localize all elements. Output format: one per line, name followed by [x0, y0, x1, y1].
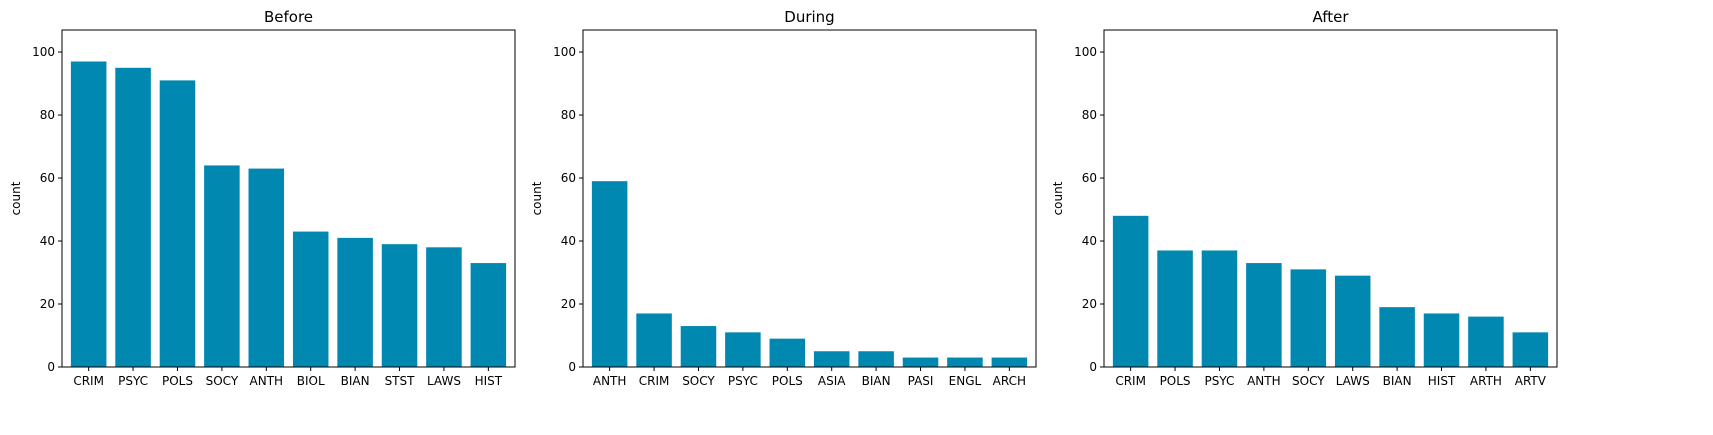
bar-engl [947, 357, 983, 367]
x-tick-label: BIAN [341, 374, 370, 388]
y-tick-label: 100 [32, 45, 55, 59]
bar-socy [204, 165, 240, 367]
x-tick-label: ARTH [1470, 374, 1502, 388]
x-tick-label: ARTV [1515, 374, 1547, 388]
y-tick-label: 20 [1082, 297, 1097, 311]
x-tick-label: POLS [1160, 374, 1191, 388]
chart-panel-2: During ANTH CRIM SOCY PSYC POLS ASIA BIAN PASI EN… [530, 8, 1037, 388]
y-tick-label: 0 [47, 360, 55, 374]
x-tick-label: ANTH [250, 374, 284, 388]
y-tick-label: 40 [1082, 234, 1097, 248]
x-tick-label: PSYC [1205, 374, 1235, 388]
bar-psyc [725, 332, 761, 367]
chart-panel-1: Before CRIM PSYC POLS SOCY ANTH BIOL BIAN STST LA… [9, 8, 516, 388]
bar-arch [991, 357, 1028, 367]
bar-hist [1423, 313, 1460, 367]
y-tick-label: 60 [40, 171, 55, 185]
chart-title: Before [264, 8, 313, 26]
bar-biol [292, 231, 329, 367]
bar-stst [381, 244, 418, 367]
chart-title: After [1312, 8, 1349, 26]
bar-anth [1246, 263, 1282, 367]
x-tick-label: PSYC [118, 374, 148, 388]
y-axis-label: count [9, 181, 23, 215]
x-tick-label: ENGL [949, 374, 982, 388]
x-tick-label: SOCY [682, 374, 715, 388]
y-tick-label: 0 [568, 360, 576, 374]
y-tick-label: 80 [40, 108, 55, 122]
bar-pols [1157, 250, 1193, 367]
bar-crim [1112, 215, 1149, 367]
x-tick-label: POLS [772, 374, 803, 388]
bar-pasi [902, 357, 939, 367]
plot-frame [1103, 29, 1558, 368]
chart-title: During [784, 8, 834, 26]
bar-artv [1512, 332, 1549, 367]
y-tick-label: 20 [40, 297, 55, 311]
x-tick-label: ARCH [993, 374, 1026, 388]
y-tick-label: 20 [561, 297, 576, 311]
bar-anth [591, 181, 628, 367]
x-tick-label: HIST [475, 374, 503, 388]
x-tick-label: BIOL [297, 374, 325, 388]
plot-frame [61, 29, 516, 368]
x-tick-label: POLS [162, 374, 193, 388]
x-tick-label: CRIM [639, 374, 670, 388]
y-tick-label: 100 [1074, 45, 1097, 59]
x-tick-label: LAWS [1336, 374, 1370, 388]
x-tick-label: BIAN [1383, 374, 1412, 388]
bar-bian [1379, 307, 1415, 367]
plot-frame [582, 29, 1037, 368]
bar-psyc [115, 67, 151, 367]
x-tick-label: STST [385, 374, 416, 388]
x-tick-label: HIST [1428, 374, 1456, 388]
bar-crim [636, 313, 672, 367]
bar-socy [680, 326, 717, 367]
y-tick-label: 100 [553, 45, 576, 59]
bar-asia [813, 351, 850, 367]
x-tick-label: PASI [908, 374, 934, 388]
x-tick-label: SOCY [206, 374, 239, 388]
y-tick-label: 60 [561, 171, 576, 185]
bar-laws [426, 247, 462, 367]
x-tick-label: CRIM [73, 374, 104, 388]
bar-psyc [1201, 250, 1238, 367]
y-tick-label: 0 [1089, 360, 1097, 374]
x-tick-label: ANTH [1247, 374, 1281, 388]
x-tick-label: LAWS [427, 374, 461, 388]
bar-arth [1468, 316, 1504, 367]
bar-pols [159, 80, 196, 368]
y-tick-label: 60 [1082, 171, 1097, 185]
x-tick-label: PSYC [728, 374, 758, 388]
x-tick-label: CRIM [1115, 374, 1146, 388]
bar-laws [1334, 275, 1371, 367]
chart-panel-3: After CRIM POLS PSYC ANTH SOCY LAWS BIAN HIST ART… [1051, 8, 1558, 388]
x-tick-label: ASIA [818, 374, 846, 388]
y-tick-label: 40 [561, 234, 576, 248]
x-tick-label: BIAN [862, 374, 891, 388]
y-axis-label: count [530, 181, 544, 215]
bar-anth [248, 168, 285, 367]
bar-bian [337, 237, 373, 367]
bar-bian [858, 351, 894, 367]
bar-hist [470, 263, 507, 367]
x-tick-label: ANTH [593, 374, 627, 388]
y-tick-label: 80 [561, 108, 576, 122]
bar-pols [769, 338, 806, 367]
y-tick-label: 40 [40, 234, 55, 248]
bar-socy [1290, 269, 1327, 367]
bar-crim [70, 61, 107, 367]
y-axis-label: count [1051, 181, 1065, 215]
y-tick-label: 80 [1082, 108, 1097, 122]
x-tick-label: SOCY [1292, 374, 1325, 388]
